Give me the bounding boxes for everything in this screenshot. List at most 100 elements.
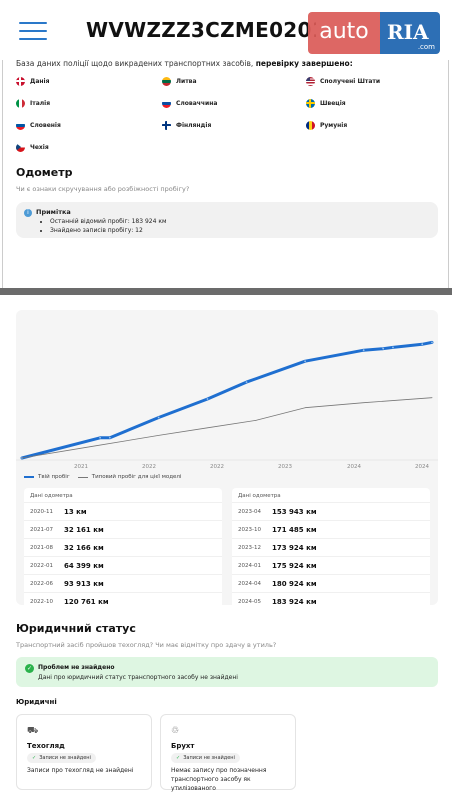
odometer-date: 2023-10 [238, 526, 261, 533]
odometer-date: 2024-01 [238, 562, 261, 569]
series-point [99, 436, 101, 439]
series-point [431, 341, 433, 344]
autoria-logo-ria[interactable]: RIA .com [380, 12, 440, 54]
series-point [157, 416, 160, 419]
odometer-row: 2023-10 171 485 км [232, 520, 430, 538]
vin-title: WVWZZZ3CZME020176 [86, 18, 316, 42]
romania-flag-icon [306, 120, 315, 130]
x-tick-label: 2023 [278, 464, 292, 470]
odometer-date: 2022-06 [30, 580, 53, 587]
odometer-row: 2024-05 183 924 км [232, 592, 430, 610]
series-line-typical [21, 397, 433, 459]
section-divider-band [0, 288, 452, 295]
autoria-logo-auto[interactable]: auto [308, 12, 380, 54]
legend-label-typical: Типовий пробіг для цієї моделі [91, 474, 182, 480]
odometer-table-right: Дані одометра 2023-04 153 943 км 2023-10 17… [232, 488, 430, 610]
odometer-value: 171 485 км [272, 525, 317, 534]
page-border-right [448, 60, 449, 288]
country-romania: Румунія [306, 118, 347, 132]
card-title: Брухт [171, 742, 195, 750]
finland-flag-icon [162, 120, 171, 130]
country-czechia: Чехія [16, 140, 49, 154]
series-point [245, 381, 248, 383]
odometer-date: 2021-08 [30, 544, 53, 551]
status-badge: ✓ Записи не знайдені [27, 753, 96, 763]
odometer-subtitle: Чи є ознаки скручування або розбіжності … [16, 185, 190, 193]
note-item: Знайдено записів пробігу: 12 [50, 227, 167, 236]
odometer-date: 2021-07 [30, 526, 53, 533]
country-sweden: Швеція [306, 96, 346, 110]
page-border-left [2, 60, 3, 288]
scrap-card[interactable]: ♲ Брухт ✓ Записи не знайдені Немає запису… [160, 714, 296, 792]
country-denmark: Данія [16, 74, 49, 88]
legal-title: Юридичний статус [16, 622, 136, 635]
series-point [421, 343, 424, 346]
chart-legend: Твій пробіг Типовий пробіг для цієї моде… [24, 474, 181, 480]
x-tick-label: 2024 [347, 464, 361, 470]
series-point [304, 360, 306, 363]
car-inspection-icon: ⛟ [27, 726, 39, 736]
legal-subtitle: Транспортний засіб пройшов техогляд? Чи … [16, 641, 277, 649]
odometer-value: 183 924 км [272, 597, 317, 606]
odometer-row: 2023-12 173 924 км [232, 538, 430, 556]
odometer-date: 2022-10 [30, 598, 53, 605]
mileage-chart: 2021 2022 2022 2023 2024 2024 [16, 340, 438, 470]
odometer-date: 2023-04 [238, 508, 261, 515]
country-usa: Сполучені Штати [306, 74, 380, 88]
inspection-card[interactable]: ⛟ Техогляд ✓ Записи не знайдені Записи пр… [16, 714, 152, 790]
legal-section-label: Юридичні [16, 698, 57, 706]
series-point [206, 398, 209, 400]
odometer-table-header: Дані одометра [30, 493, 73, 499]
odometer-row: 2022-06 93 913 км [24, 574, 222, 592]
intro-strong: перевірку завершено: [255, 59, 353, 68]
country-lithuania: Литва [162, 74, 197, 88]
note-title: Примітка [36, 208, 71, 216]
slovakia-flag-icon [162, 98, 171, 108]
odometer-title: Одометр [16, 166, 73, 179]
card-description: Немає запису про позначення транспортног… [171, 767, 267, 792]
odometer-date: 2022-01 [30, 562, 53, 569]
check-circle-icon: ✓ [25, 664, 34, 673]
odometer-date: 2024-05 [238, 598, 261, 605]
legend-swatch-typical [77, 476, 88, 478]
odometer-table-left: Дані одометра 2020-11 13 км 2021-07 32 161 … [24, 488, 222, 610]
country-italy: Італія [16, 96, 50, 110]
odometer-note: i Примітка Останній відомий пробіг: 183 … [16, 202, 438, 238]
intro-text: База даних поліції щодо викрадених транс… [16, 59, 256, 68]
x-tick-label: 2022 [142, 464, 156, 470]
note-list: Останній відомий пробіг: 183 924 км Знай… [44, 218, 167, 235]
logo-ria-text: RIA [387, 20, 429, 44]
series-point [392, 346, 394, 349]
x-tick-label: 2021 [74, 464, 88, 470]
series-point [362, 349, 365, 352]
logo-com-text: .com [417, 43, 435, 51]
odometer-value: 180 924 км [272, 579, 317, 588]
countries-grid: Данія Литва Сполучені Штати Італія Слова… [16, 74, 446, 158]
usa-flag-icon [306, 76, 315, 86]
note-item: Останній відомий пробіг: 183 924 км [50, 218, 167, 227]
legal-ok-banner: ✓ Проблем не знайдено Дані про юридичний… [16, 657, 438, 687]
top-header: WVWZZZ3CZME020176 auto RIA .com [0, 0, 452, 60]
odometer-table-header: Дані одометра [238, 493, 281, 499]
sweden-flag-icon [306, 98, 315, 108]
odometer-value: 13 км [64, 507, 87, 516]
odometer-row: 2024-01 175 924 км [232, 556, 430, 574]
series-point [382, 347, 385, 350]
odometer-value: 120 761 км [64, 597, 109, 606]
odometer-value: 32 166 км [64, 543, 104, 552]
odometer-value: 64 399 км [64, 561, 104, 570]
odometer-row: 2020-11 13 км [24, 502, 222, 520]
ok-text: Дані про юридичний статус транспортного … [38, 674, 238, 681]
info-icon: i [24, 209, 32, 217]
odometer-value: 173 924 км [272, 543, 317, 552]
odometer-row: 2022-10 120 761 км [24, 592, 222, 610]
card-title: Техогляд [27, 742, 65, 750]
lithuania-flag-icon [162, 76, 171, 86]
odometer-date: 2020-11 [30, 508, 53, 515]
odometer-value: 32 161 км [64, 525, 104, 534]
odometer-row: 2021-08 32 166 км [24, 538, 222, 556]
card-description: Записи про техогляд не знайдені [27, 767, 134, 774]
legend-label-own: Твій пробіг [38, 474, 70, 480]
menu-icon[interactable] [19, 20, 47, 42]
status-badge: ✓ Записи не знайдені [171, 753, 240, 763]
